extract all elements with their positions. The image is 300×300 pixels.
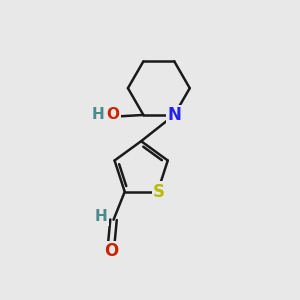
Text: O: O: [106, 107, 119, 122]
Text: H: H: [92, 107, 105, 122]
Text: S: S: [153, 183, 165, 201]
Text: O: O: [104, 242, 118, 260]
Text: H: H: [95, 209, 107, 224]
Text: N: N: [167, 106, 181, 124]
